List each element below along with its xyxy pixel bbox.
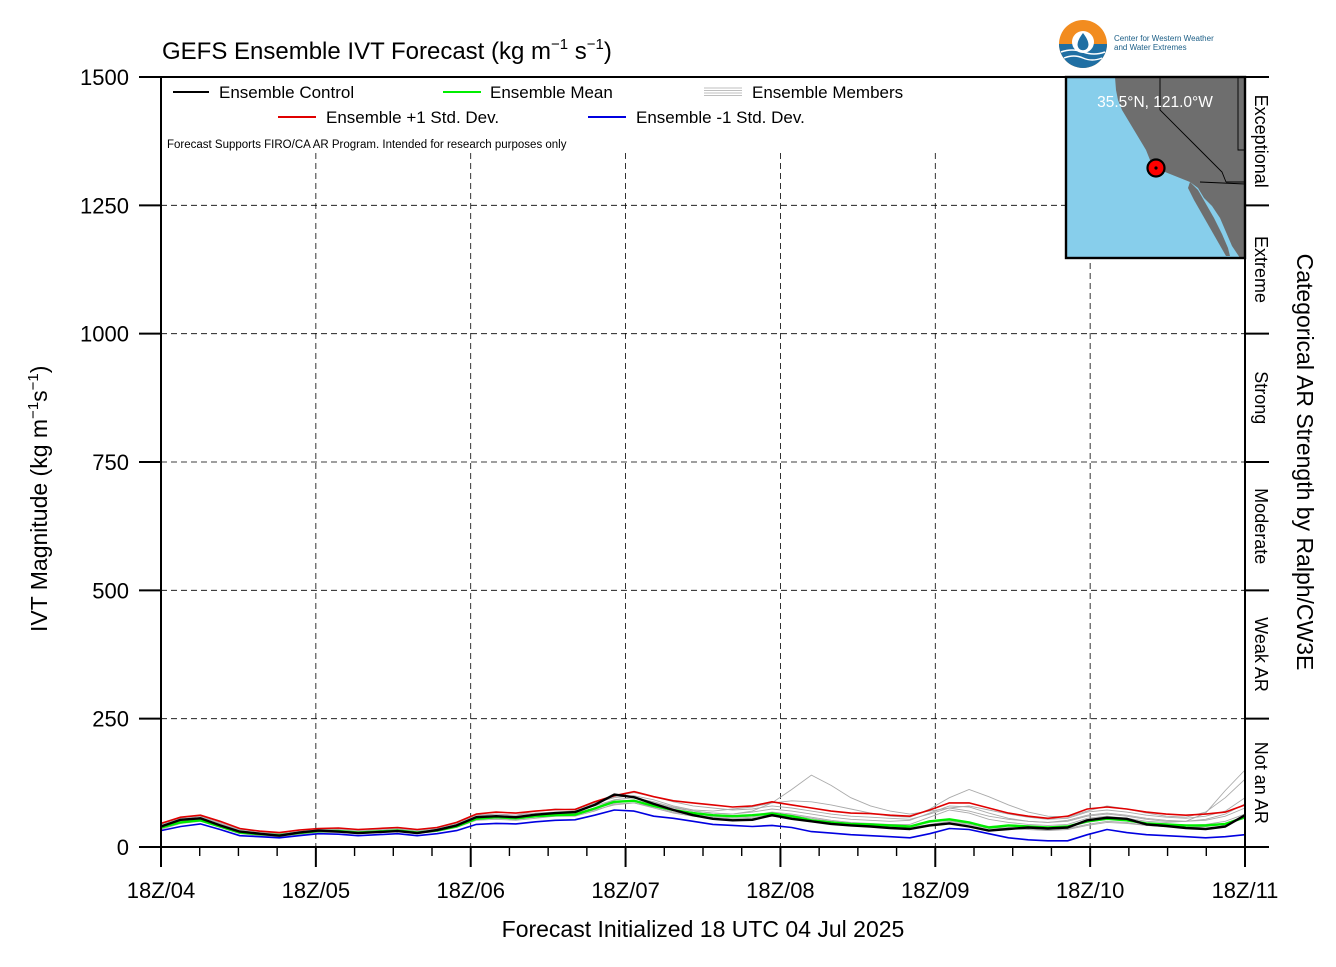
cw3e-logo: Center for Western Weather and Water Ext…: [1059, 20, 1214, 68]
y-tick-label: 1500: [80, 65, 129, 90]
x-tick-label: 18Z/06: [436, 878, 505, 903]
legend-label-mean: Ensemble Mean: [490, 83, 613, 102]
y-axis-label: IVT Magnitude (kg m−1s−1): [25, 366, 52, 632]
legend: Ensemble Control Ensemble Mean Ensemble …: [167, 83, 903, 151]
ar-category-label: Weak AR: [1251, 617, 1271, 692]
chart-title: GEFS Ensemble IVT Forecast (kg m−1 s−1): [162, 36, 612, 65]
location-inset-map: 35.5°N, 121.0°W: [1064, 75, 1247, 260]
y-tick-label: 750: [92, 450, 129, 475]
y-tick-label: 250: [92, 707, 129, 732]
x-tick-label: 18Z/07: [591, 878, 660, 903]
logo-org-line2: and Water Extremes: [1114, 43, 1187, 52]
inset-land: [1115, 77, 1245, 258]
ar-category-labels: Not an AR Weak AR Moderate Strong Extreme Exc…: [1251, 95, 1271, 824]
ar-category-label: Exceptional: [1251, 95, 1271, 188]
ar-category-label: Extreme: [1251, 236, 1271, 303]
logo-org-line1: Center for Western Weather: [1114, 34, 1214, 43]
x-tick-label: 18Z/04: [127, 878, 196, 903]
y-tick-label: 1000: [80, 322, 129, 347]
grid-lines: [161, 153, 1245, 847]
right-axis-label: Categorical AR Strength by Ralph/CW3E: [1292, 254, 1318, 671]
x-tick-label: 18Z/08: [746, 878, 815, 903]
inset-border: [1064, 75, 1247, 260]
ar-category-label: Moderate: [1251, 488, 1271, 564]
disclaimer-text: Forecast Supports FIRO/CA AR Program. In…: [167, 139, 567, 151]
inset-baja-peninsula: [1188, 182, 1230, 256]
legend-label-members: Ensemble Members: [752, 83, 903, 102]
ensemble-series: [160, 790, 1246, 842]
y-tick-label: 500: [92, 578, 129, 603]
x-tick-label: 18Z/09: [901, 878, 970, 903]
legend-label-plus-std: Ensemble +1 Std. Dev.: [326, 108, 499, 127]
ensemble-minus-std-line: [160, 809, 1246, 842]
legend-label-minus-std: Ensemble -1 Std. Dev.: [636, 108, 805, 127]
x-tick-label: 18Z/11: [1212, 878, 1279, 903]
ensemble-control-line: [160, 793, 1246, 837]
x-tick-label: 18Z/05: [282, 878, 351, 903]
inset-state-borders: [1159, 77, 1246, 185]
ar-category-label: Not an AR: [1251, 742, 1271, 824]
legend-label-control: Ensemble Control: [219, 83, 354, 102]
y-tick-label: 0: [117, 835, 129, 860]
location-marker-center: [1154, 166, 1158, 170]
tick-labels: 0 250 500 750 1000 1250 1500 18Z/04 18Z/05 18Z/06…: [80, 65, 1278, 903]
x-axis-label: Forecast Initialized 18 UTC 04 Jul 2025: [502, 916, 905, 942]
ensemble-plus-std-line: [160, 790, 1246, 834]
x-tick-label: 18Z/10: [1056, 878, 1125, 903]
ar-category-label: Strong: [1251, 371, 1271, 424]
inset-location-label: 35.5°N, 121.0°W: [1097, 94, 1213, 111]
legend-swatch-members: [704, 87, 742, 96]
y-tick-label: 1250: [80, 193, 129, 218]
